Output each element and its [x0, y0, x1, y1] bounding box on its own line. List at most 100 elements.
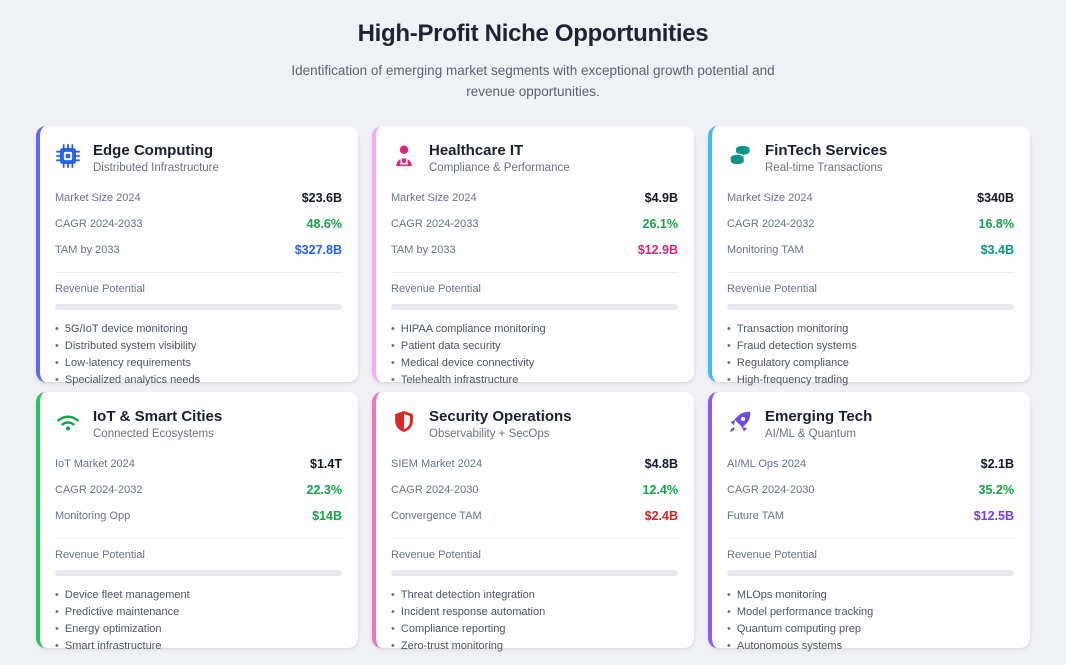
revenue-progress-bar — [727, 569, 1014, 576]
card-header: Security Operations Observability + SecO… — [391, 408, 678, 440]
card-subtitle: Distributed Infrastructure — [93, 161, 219, 174]
doctor-icon — [391, 143, 417, 169]
stat-row: Convergence TAM $2.4B — [391, 503, 678, 529]
stats-section: SIEM Market 2024 $4.8B CAGR 2024-2030 12… — [391, 451, 678, 539]
stat-row: SIEM Market 2024 $4.8B — [391, 451, 678, 477]
card-subtitle: Compliance & Performance — [429, 161, 570, 174]
stat-row: Monitoring TAM $3.4B — [727, 237, 1014, 263]
stat-row: Monitoring Opp $14B — [55, 503, 342, 529]
revenue-progress-bar — [55, 569, 342, 576]
stat-row: Market Size 2024 $340B — [727, 185, 1014, 211]
list-item: Fraud detection systems — [727, 338, 1014, 355]
stat-value: $12.5B — [973, 508, 1014, 523]
feature-list: Threat detection integration Incident re… — [391, 587, 678, 655]
card-subtitle: AI/ML & Quantum — [765, 427, 856, 440]
feature-list: Transaction monitoring Fraud detection s… — [727, 321, 1014, 389]
list-item: Quantum computing prep — [727, 621, 1014, 638]
card-security-operations: Security Operations Observability + SecO… — [372, 391, 694, 652]
stat-value: $14B — [312, 508, 342, 523]
stat-label: Market Size 2024 — [727, 191, 813, 204]
page-title: High-Profit Niche Opportunities — [357, 20, 709, 47]
card-title-block: Security Operations Observability + SecO… — [429, 408, 572, 440]
card-header: Healthcare IT Compliance & Performance — [391, 142, 678, 174]
page-subtitle: Identification of emerging market segmen… — [291, 63, 775, 99]
coins-icon — [727, 143, 753, 169]
revenue-potential-label: Revenue Potential — [391, 282, 481, 295]
shield-icon — [391, 409, 417, 435]
stat-value: $23.6B — [301, 190, 342, 205]
revenue-potential-section: Revenue Potential — [391, 283, 678, 310]
stat-row: CAGR 2024-2030 12.4% — [391, 477, 678, 503]
list-item: Device fleet management — [55, 587, 342, 604]
stat-label: CAGR 2024-2030 — [727, 483, 815, 496]
revenue-potential-label: Revenue Potential — [727, 282, 817, 295]
list-item: Specialized analytics needs — [55, 372, 342, 389]
stat-row: Future TAM $12.5B — [727, 503, 1014, 529]
stats-section: IoT Market 2024 $1.4T CAGR 2024-2032 22.… — [55, 451, 342, 539]
feature-list: MLOps monitoring Model performance track… — [727, 587, 1014, 655]
stat-value: $4.9B — [644, 190, 678, 205]
list-item: Model performance tracking — [727, 604, 1014, 621]
stat-label: Monitoring Opp — [55, 509, 131, 522]
stat-label: Market Size 2024 — [391, 191, 477, 204]
stat-value: $12.9B — [637, 242, 678, 257]
revenue-potential-label: Revenue Potential — [55, 282, 145, 295]
card-subtitle: Real-time Transactions — [765, 161, 883, 174]
revenue-potential-label: Revenue Potential — [727, 548, 817, 561]
card-header: Emerging Tech AI/ML & Quantum — [727, 408, 1014, 440]
stat-value: $1.4T — [310, 456, 342, 471]
stat-value: 48.6% — [306, 216, 342, 231]
revenue-progress-bar — [391, 569, 678, 576]
revenue-potential-section: Revenue Potential — [727, 283, 1014, 310]
card-title-block: Edge Computing Distributed Infrastructur… — [93, 142, 219, 174]
revenue-progress-bar — [391, 303, 678, 310]
stat-row: IoT Market 2024 $1.4T — [55, 451, 342, 477]
list-item: 5G/IoT device monitoring — [55, 321, 342, 338]
stat-row: CAGR 2024-2032 22.3% — [55, 477, 342, 503]
stat-value: $2.4B — [644, 508, 678, 523]
stats-section: Market Size 2024 $340B CAGR 2024-2032 16… — [727, 185, 1014, 273]
list-item: Medical device connectivity — [391, 355, 678, 372]
revenue-potential-section: Revenue Potential — [55, 549, 342, 576]
list-item: Distributed system visibility — [55, 338, 342, 355]
list-item: Compliance reporting — [391, 621, 678, 638]
list-item: Regulatory compliance — [727, 355, 1014, 372]
stat-row: Market Size 2024 $4.9B — [391, 185, 678, 211]
card-emerging-tech: Emerging Tech AI/ML & Quantum AI/ML Ops … — [708, 391, 1030, 652]
stat-value: 35.2% — [978, 482, 1014, 497]
card-title: FinTech Services — [765, 141, 888, 159]
card-iot-smart-cities: IoT & Smart Cities Connected Ecosystems … — [36, 391, 358, 652]
revenue-potential-label: Revenue Potential — [55, 548, 145, 561]
card-subtitle: Observability + SecOps — [429, 427, 550, 440]
stat-value: $3.4B — [980, 242, 1014, 257]
opportunity-card-grid: Edge Computing Distributed Infrastructur… — [36, 125, 1030, 652]
card-title: Security Operations — [429, 407, 572, 425]
list-item: Smart infrastructure — [55, 638, 342, 655]
stat-label: IoT Market 2024 — [55, 457, 135, 470]
list-item: Patient data security — [391, 338, 678, 355]
card-fintech-services: FinTech Services Real-time Transactions … — [708, 125, 1030, 386]
stat-label: TAM by 2033 — [391, 243, 456, 256]
stats-section: Market Size 2024 $4.9B CAGR 2024-2033 26… — [391, 185, 678, 273]
stat-value: 22.3% — [306, 482, 342, 497]
stat-value: $2.1B — [980, 456, 1014, 471]
stat-row: TAM by 2033 $327.8B — [55, 237, 342, 263]
revenue-potential-section: Revenue Potential — [55, 283, 342, 310]
revenue-progress-bar — [727, 303, 1014, 310]
stat-row: TAM by 2033 $12.9B — [391, 237, 678, 263]
list-item: Threat detection integration — [391, 587, 678, 604]
stat-label: CAGR 2024-2030 — [391, 483, 479, 496]
card-subtitle: Connected Ecosystems — [93, 427, 214, 440]
stats-section: Market Size 2024 $23.6B CAGR 2024-2033 4… — [55, 185, 342, 273]
revenue-potential-section: Revenue Potential — [391, 549, 678, 576]
microchip-icon — [55, 143, 81, 169]
list-item: Predictive maintenance — [55, 604, 342, 621]
revenue-progress-bar — [55, 303, 342, 310]
wifi-icon — [55, 409, 81, 435]
stat-value: $4.8B — [644, 456, 678, 471]
page-header: High-Profit Niche Opportunities Identifi… — [0, 0, 1066, 103]
stat-label: CAGR 2024-2033 — [55, 217, 143, 230]
list-item: Incident response automation — [391, 604, 678, 621]
list-item: High-frequency trading — [727, 372, 1014, 389]
stat-value: 16.8% — [978, 216, 1014, 231]
